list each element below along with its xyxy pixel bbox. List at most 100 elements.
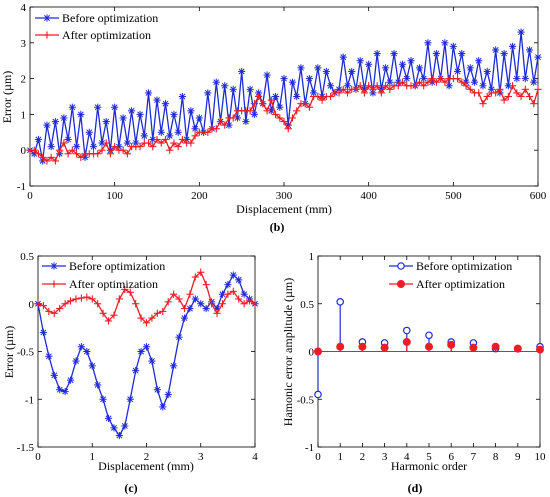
- point-before: [56, 386, 64, 394]
- point-after: [98, 146, 106, 154]
- y-tick-label: 2: [21, 74, 27, 86]
- point-after: [77, 153, 85, 161]
- x-tick-label: 200: [191, 190, 208, 202]
- y-tick-label: -1: [305, 442, 314, 454]
- point-before: [525, 46, 534, 54]
- point-before: [121, 422, 129, 430]
- legend-marker-glyph: [397, 262, 405, 270]
- point-before: [51, 117, 59, 126]
- point-before: [221, 82, 229, 90]
- point-before: [197, 300, 205, 308]
- point-after: [61, 300, 69, 308]
- series-group-b: [26, 28, 542, 165]
- legend-marker-glyph: [396, 279, 405, 288]
- plot-area-c: [37, 255, 256, 448]
- x-tick-label: 6: [448, 451, 454, 463]
- point-after: [424, 342, 433, 351]
- point-before: [271, 92, 280, 101]
- point-after: [102, 139, 110, 147]
- point-before: [407, 57, 415, 65]
- point-before: [242, 117, 250, 126]
- point-after: [157, 139, 165, 147]
- point-after: [432, 78, 440, 86]
- x-tick-label: 3: [382, 451, 388, 463]
- point-after: [288, 114, 297, 122]
- point-before: [326, 82, 335, 90]
- point-after: [126, 288, 134, 296]
- point-after: [186, 290, 194, 298]
- y-tick-label: 1: [309, 251, 315, 263]
- point-after: [221, 121, 229, 129]
- point-after: [343, 89, 352, 97]
- point-before: [373, 49, 381, 58]
- point-before: [339, 53, 347, 61]
- series-before-c: [34, 271, 259, 440]
- point-before: [534, 53, 542, 61]
- legend-marker-b-after: [43, 31, 51, 39]
- point-after: [356, 82, 364, 90]
- point-after: [94, 150, 102, 158]
- point-after: [509, 82, 517, 90]
- point-after: [411, 82, 419, 90]
- point-after: [453, 75, 462, 83]
- point-after: [504, 92, 512, 101]
- point-after: [56, 146, 64, 154]
- point-before: [77, 343, 85, 351]
- y-tick-label: -1: [25, 394, 34, 406]
- x-tick-label: 0: [35, 451, 41, 463]
- point-after: [245, 297, 254, 305]
- legend-label-b-before: Before optimization: [62, 11, 158, 25]
- chart-d: 0 1 2 3 4 5 6 7 8 9 10 -1-0.500.51 Harmonic order …: [281, 251, 546, 495]
- point-after: [72, 150, 81, 158]
- y-tick-label: 0.5: [300, 299, 314, 311]
- point-before: [187, 107, 195, 115]
- point-before: [356, 57, 364, 65]
- point-after: [159, 307, 167, 315]
- x-tick-label: 4: [404, 451, 410, 463]
- x-tick-label: 1: [337, 451, 343, 463]
- point-after: [496, 85, 504, 93]
- point-after: [47, 153, 55, 161]
- point-after: [352, 85, 360, 93]
- point-before: [191, 125, 199, 133]
- point-after: [271, 110, 280, 118]
- point-after: [60, 139, 68, 147]
- legend-marker-c-after: [50, 280, 58, 288]
- y-tick-label: -1.5: [17, 442, 35, 454]
- point-after: [318, 96, 326, 104]
- series-after-c: [34, 268, 259, 327]
- point-after: [475, 89, 483, 97]
- point-before: [164, 390, 172, 399]
- point-before: [161, 100, 170, 108]
- point-after: [458, 78, 466, 86]
- point-after: [313, 347, 322, 356]
- point-before: [276, 103, 284, 111]
- legend-c: Before optimization After optimization: [42, 259, 165, 291]
- y-ticks-b: -1 0 1 2 3 4: [17, 2, 538, 193]
- point-before: [390, 49, 398, 58]
- point-before: [314, 390, 322, 399]
- point-before: [144, 89, 153, 97]
- point-before: [530, 78, 538, 86]
- point-after: [335, 89, 343, 97]
- point-before: [263, 71, 271, 79]
- point-after: [111, 143, 119, 151]
- point-after: [492, 89, 500, 97]
- point-after: [77, 294, 85, 302]
- point-after: [437, 75, 445, 83]
- legend-marker-glyph: [43, 31, 51, 39]
- plot-area-b: [29, 6, 539, 187]
- point-after: [246, 107, 254, 115]
- point-after: [491, 342, 500, 351]
- legend-marker-d-before: [397, 262, 405, 270]
- y-tick-label: 0: [21, 145, 27, 157]
- point-after: [513, 89, 521, 97]
- point-after: [88, 295, 96, 303]
- point-after: [187, 139, 195, 147]
- point-after: [50, 309, 58, 317]
- point-before: [136, 110, 144, 118]
- point-before: [322, 67, 330, 76]
- point-after: [380, 343, 389, 352]
